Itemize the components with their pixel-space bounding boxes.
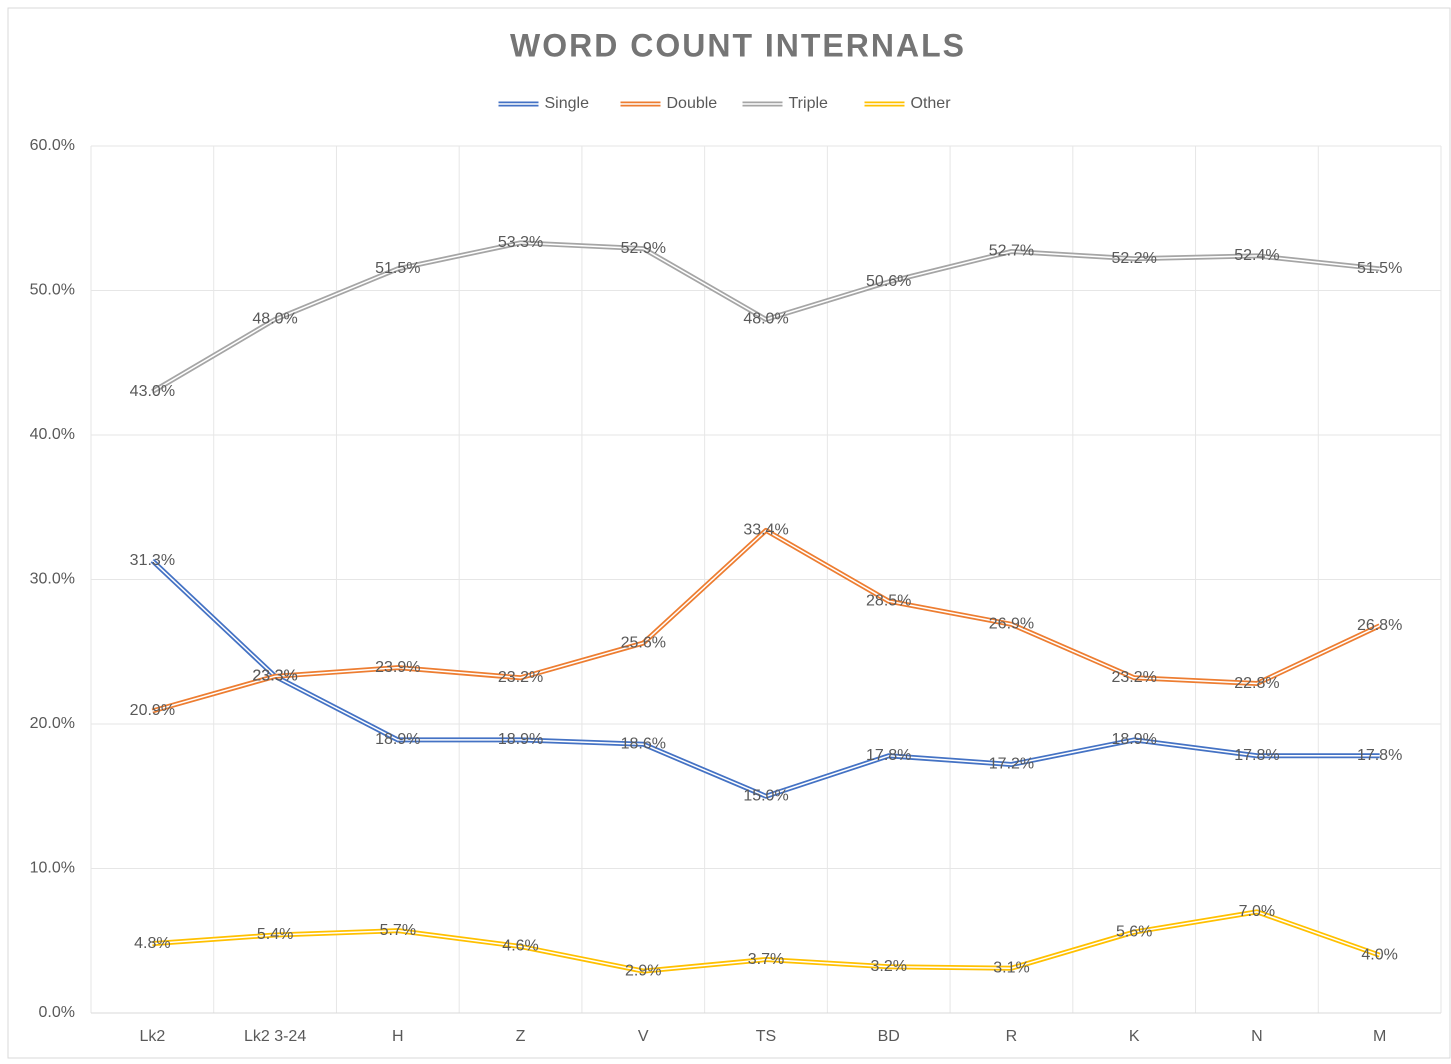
data-label: 52.9% — [621, 240, 666, 257]
data-label: 18.9% — [375, 731, 420, 748]
y-tick-label: 20.0% — [30, 715, 75, 732]
y-tick-label: 50.0% — [30, 282, 75, 299]
data-label: 5.6% — [1116, 923, 1152, 940]
data-label: 52.7% — [989, 243, 1034, 260]
x-tick-label: Lk2 — [139, 1028, 165, 1045]
data-label: 52.4% — [1234, 247, 1279, 264]
data-label: 33.4% — [743, 522, 788, 539]
data-label: 18.9% — [1111, 731, 1156, 748]
chart-title: WORD COUNT INTERNALS — [510, 27, 966, 63]
data-label: 20.9% — [130, 702, 175, 719]
data-label: 48.0% — [252, 311, 297, 328]
data-label: 26.9% — [989, 616, 1034, 633]
data-label: 17.8% — [1357, 747, 1402, 764]
data-label: 23.2% — [1111, 669, 1156, 686]
legend-label: Single — [545, 95, 590, 112]
chart-frame — [7, 7, 1451, 1059]
data-label: 52.2% — [1111, 250, 1156, 267]
data-label: 3.7% — [748, 951, 784, 968]
x-tick-label: BD — [878, 1028, 900, 1045]
data-label: 2.9% — [625, 962, 661, 979]
data-label: 4.0% — [1361, 946, 1397, 963]
y-tick-label: 40.0% — [30, 426, 75, 443]
x-tick-label: V — [638, 1028, 649, 1045]
legend-label: Other — [911, 95, 952, 112]
x-tick-label: K — [1129, 1028, 1140, 1045]
data-label: 5.4% — [257, 926, 293, 943]
data-label: 5.7% — [380, 922, 416, 939]
x-tick-label: Z — [516, 1028, 526, 1045]
y-tick-label: 10.0% — [30, 860, 75, 877]
data-label: 53.3% — [498, 234, 543, 251]
data-label: 17.8% — [866, 747, 911, 764]
data-label: 23.3% — [252, 668, 297, 685]
x-tick-label: H — [392, 1028, 404, 1045]
x-tick-label: TS — [756, 1028, 776, 1045]
series-line-inner — [151, 242, 1380, 393]
x-tick-label: M — [1373, 1028, 1386, 1045]
data-label: 51.5% — [375, 260, 420, 277]
data-label: 17.2% — [989, 756, 1034, 773]
data-label: 15.0% — [743, 787, 788, 804]
x-tick-label: Lk2 3-24 — [244, 1028, 306, 1045]
data-label: 31.3% — [130, 552, 175, 569]
data-label: 43.0% — [130, 383, 175, 400]
series-line-inner — [151, 560, 1380, 797]
data-label: 17.8% — [1234, 747, 1279, 764]
y-tick-label: 30.0% — [30, 571, 75, 588]
data-label: 23.2% — [498, 669, 543, 686]
data-label: 28.5% — [866, 592, 911, 609]
data-label: 23.9% — [375, 659, 420, 676]
x-tick-label: R — [1006, 1028, 1018, 1045]
data-label: 4.8% — [134, 935, 170, 952]
data-label: 3.1% — [993, 959, 1029, 976]
y-tick-label: 60.0% — [30, 137, 75, 154]
x-tick-label: N — [1251, 1028, 1263, 1045]
data-label: 3.2% — [870, 958, 906, 975]
legend-label: Double — [667, 95, 718, 112]
data-label: 18.6% — [621, 735, 666, 752]
data-label: 4.6% — [502, 938, 538, 955]
data-label: 25.6% — [621, 634, 666, 651]
y-tick-label: 0.0% — [39, 1004, 75, 1021]
series-line-inner — [152, 911, 1380, 972]
data-label: 50.6% — [866, 273, 911, 290]
data-label: 18.9% — [498, 731, 543, 748]
data-label: 22.8% — [1234, 675, 1279, 692]
data-label: 48.0% — [743, 311, 788, 328]
data-label: 51.5% — [1357, 260, 1402, 277]
legend-label: Triple — [789, 95, 829, 112]
data-label: 7.0% — [1239, 903, 1275, 920]
data-label: 23.3% — [252, 668, 297, 685]
series-line-inner — [152, 529, 1380, 712]
data-label: 26.8% — [1357, 617, 1402, 634]
